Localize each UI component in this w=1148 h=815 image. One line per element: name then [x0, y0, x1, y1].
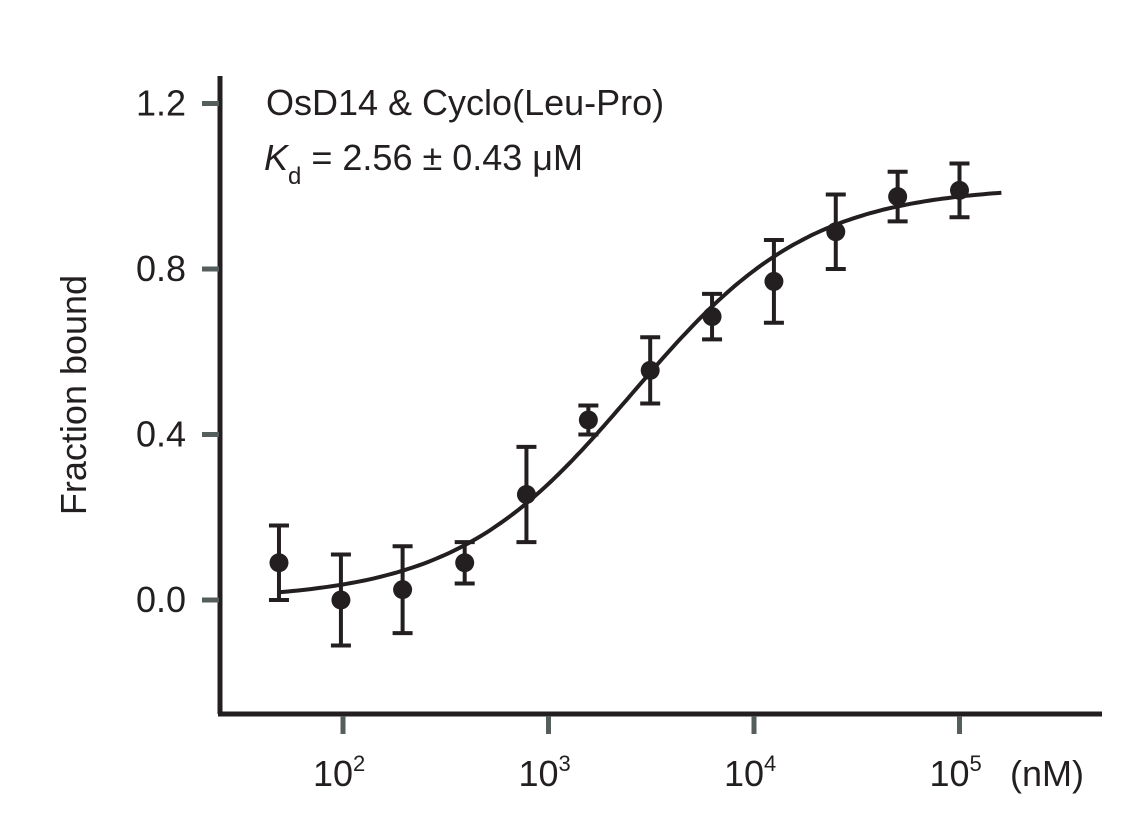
data-point: [455, 553, 475, 573]
data-point: [393, 580, 413, 600]
annotation-title: OsD14 & Cyclo(Leu-Pro): [266, 82, 664, 123]
x-tick-label: 104: [724, 751, 776, 794]
x-ticks: 102 103 104 105: [313, 716, 982, 794]
annotation: OsD14 & Cyclo(Leu-Pro) Kd = 2.56 ± 0.43 …: [264, 82, 664, 190]
data-point: [331, 590, 351, 610]
y-tick-label: 1.2: [136, 83, 186, 124]
x-axis-unit: (nM): [1010, 753, 1084, 794]
y-axis-title: Fraction bound: [53, 275, 94, 515]
data-point: [269, 553, 289, 573]
kd-subscript: d: [288, 163, 301, 190]
annotation-kd: Kd = 2.56 ± 0.43 μM: [264, 137, 583, 190]
data-point: [516, 484, 536, 504]
y-tick-label: 0.8: [136, 248, 186, 289]
kd-symbol: K: [264, 137, 290, 178]
y-tick-label: 0.4: [136, 414, 186, 455]
kd-value: = 2.56 ± 0.43 μM: [301, 137, 583, 178]
data-point: [888, 187, 908, 207]
fit-curve: [278, 190, 1002, 595]
y-ticks: 0.0 0.4 0.8 1.2: [136, 83, 219, 620]
data-point: [950, 180, 969, 200]
data-point: [826, 222, 846, 242]
data-point: [764, 271, 784, 291]
y-tick-label: 0.0: [136, 579, 186, 620]
data-point: [702, 307, 722, 327]
error-bars: [268, 161, 970, 648]
x-tick-label: 102: [313, 751, 365, 794]
x-tick-label: 103: [519, 751, 571, 794]
data-points: [269, 180, 969, 610]
data-point: [578, 410, 598, 430]
x-tick-label: 105: [930, 751, 982, 794]
data-point: [640, 360, 660, 380]
